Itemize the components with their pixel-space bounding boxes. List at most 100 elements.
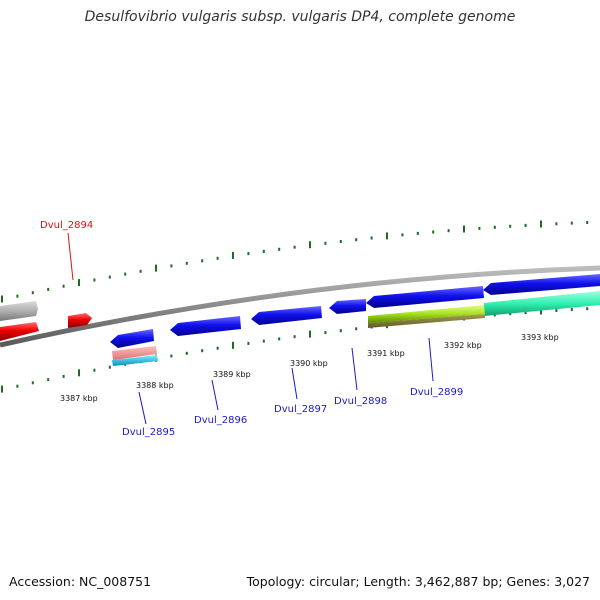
upper-scale-tick-25 — [386, 232, 388, 240]
lower-scale-tick-1 — [16, 384, 19, 388]
gene-label-dvul-2898[interactable]: Dvul_2898 — [334, 396, 387, 407]
lower-scale-tick-4 — [62, 374, 65, 378]
upper-scale-tick-13 — [201, 259, 204, 263]
callout-line-dvul-2897 — [291, 367, 298, 400]
upper-scale-tick-16 — [247, 252, 250, 256]
upper-scale-tick-9 — [139, 269, 142, 273]
olive-feature[interactable] — [368, 314, 485, 328]
upper-scale-tick-22 — [339, 240, 342, 243]
lower-scale-tick-3 — [47, 378, 50, 382]
upper-scale-tick-29 — [447, 229, 450, 233]
lower-scale-tick-2 — [31, 381, 34, 385]
lower-scale-tick-11 — [170, 354, 173, 358]
upper-scale-tick-4 — [62, 284, 65, 288]
upper-scale-tick-31 — [478, 226, 481, 230]
upper-scale-tick-23 — [355, 238, 358, 242]
lower-scale-tick-18 — [278, 337, 281, 341]
upper-scale-tick-14 — [216, 256, 219, 260]
lower-scale-tick-19 — [293, 335, 296, 339]
lower-scale-tick-22 — [339, 329, 342, 333]
upper-scale-tick-0 — [1, 295, 3, 303]
upper-scale-tick-12 — [185, 261, 188, 265]
upper-scale-tick-11 — [170, 264, 173, 268]
gene-dvul-2896-arrow[interactable] — [170, 316, 241, 336]
scale-label-3392: 3392 kbp — [444, 341, 482, 350]
gene-dvul-2899-arrow[interactable] — [366, 286, 484, 308]
upper-scale-tick-37 — [570, 221, 573, 225]
upper-scale-tick-7 — [108, 275, 111, 279]
lower-scale-tick-37 — [570, 308, 573, 311]
gene-dvul-2897-arrow[interactable] — [251, 306, 322, 325]
gene-dvul-2895-arrow[interactable] — [110, 329, 154, 348]
callout-line-dvul-2895 — [138, 391, 147, 425]
upper-scale-tick-34 — [524, 223, 527, 227]
upper-scale-tick-17 — [262, 249, 265, 253]
gene-label-dvul-2897[interactable]: Dvul_2897 — [274, 404, 327, 415]
lower-scale-tick-15 — [232, 341, 234, 349]
gene-dvul-2898-arrow[interactable] — [329, 299, 366, 314]
upper-scale-tick-26 — [401, 233, 404, 237]
upper-scale-tick-2 — [31, 291, 34, 295]
upper-scale-tick-27 — [416, 231, 419, 235]
upper-scale-tick-15 — [232, 251, 234, 259]
genome-title: Desulfovibrio vulgaris subsp. vulgaris D… — [84, 9, 516, 25]
upper-scale-tick-21 — [324, 241, 327, 245]
callout-line-dvul-2898 — [351, 347, 358, 391]
red-feature-left[interactable] — [0, 322, 39, 341]
cyan-feature[interactable] — [112, 355, 158, 366]
upper-scale-tick-35 — [540, 220, 542, 228]
scale-label-3387: 3387 kbp — [60, 394, 98, 403]
genome-summary-text: Topology: circular; Length: 3,462,887 bp… — [246, 574, 590, 589]
accession-text: Accession: NC_008751 — [9, 574, 152, 589]
upper-scale-tick-3 — [47, 287, 50, 291]
scale-label-3388: 3388 kbp — [136, 381, 174, 390]
lower-scale-tick-14 — [216, 346, 219, 350]
upper-scale-tick-28 — [432, 230, 435, 234]
upper-scale-tick-20 — [309, 241, 311, 249]
genome-backbone — [0, 265, 600, 348]
scale-label-3389: 3389 kbp — [213, 370, 251, 379]
lower-scale-tick-36 — [555, 309, 558, 312]
upper-scale-tick-8 — [124, 272, 127, 276]
pink-feature[interactable] — [112, 346, 157, 360]
callout-line-dvul-2896 — [211, 379, 219, 411]
callout-line-dvul-2894 — [67, 232, 74, 281]
lower-scale-tick-23 — [355, 327, 358, 331]
upper-scale-tick-19 — [293, 245, 296, 249]
forward-strand-scale — [1, 220, 589, 303]
upper-scale-tick-5 — [78, 279, 80, 287]
gene-dvul-2900-arrow[interactable] — [483, 274, 600, 295]
scale-label-3393: 3393 kbp — [521, 333, 559, 342]
lower-scale-tick-17 — [262, 339, 265, 343]
upper-scale-tick-6 — [93, 278, 96, 282]
lower-scale-tick-16 — [247, 341, 250, 345]
lower-scale-tick-0 — [1, 385, 3, 393]
lower-scale-tick-6 — [93, 368, 96, 372]
lower-scale-tick-13 — [201, 349, 204, 353]
callout-line-dvul-2899 — [428, 337, 434, 382]
lower-scale-tick-5 — [78, 369, 80, 377]
gene-dvul-2894-arrow[interactable] — [68, 313, 92, 328]
green-feature[interactable] — [368, 305, 485, 323]
upper-scale-tick-33 — [509, 224, 512, 228]
gray-feature-left[interactable] — [0, 301, 38, 321]
lower-scale-tick-34 — [524, 311, 527, 314]
gene-label-dvul-2894[interactable]: Dvul_2894 — [40, 220, 93, 231]
gene-label-dvul-2895[interactable]: Dvul_2895 — [122, 427, 175, 438]
upper-scale-tick-1 — [16, 294, 19, 298]
upper-scale-tick-36 — [555, 222, 558, 226]
gene-label-dvul-2896[interactable]: Dvul_2896 — [194, 415, 247, 426]
lower-scale-tick-38 — [586, 307, 589, 311]
upper-scale-tick-38 — [586, 221, 589, 224]
lower-scale-tick-7 — [108, 365, 111, 369]
upper-scale-tick-32 — [493, 225, 496, 229]
lower-scale-tick-21 — [324, 331, 327, 335]
teal-feature[interactable] — [484, 291, 600, 316]
upper-scale-tick-30 — [463, 225, 465, 233]
lower-scale-tick-33 — [509, 312, 512, 316]
lower-scale-tick-12 — [185, 351, 188, 355]
scale-label-3390: 3390 kbp — [290, 359, 328, 368]
gene-label-dvul-2899[interactable]: Dvul_2899 — [410, 387, 463, 398]
lower-scale-tick-20 — [309, 330, 311, 338]
